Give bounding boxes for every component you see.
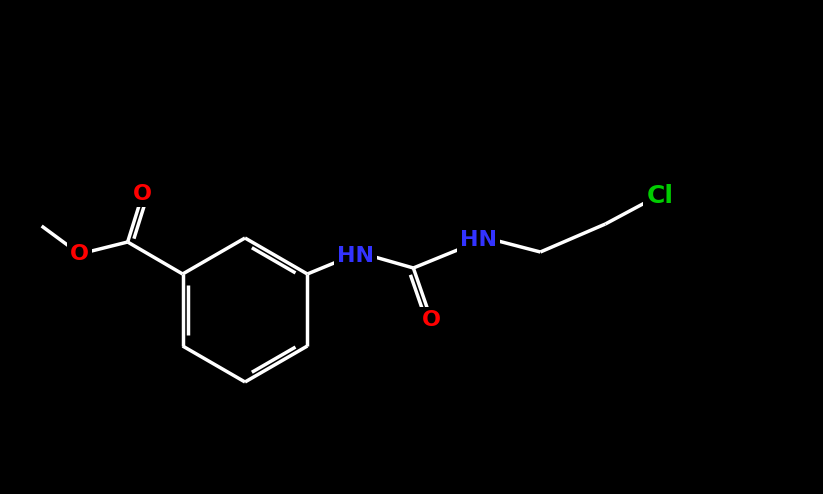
Text: O: O [422,310,441,330]
Text: Cl: Cl [647,184,674,208]
Text: O: O [70,244,89,264]
Text: HN: HN [337,246,374,266]
Text: HN: HN [460,230,497,250]
Text: O: O [133,184,152,204]
